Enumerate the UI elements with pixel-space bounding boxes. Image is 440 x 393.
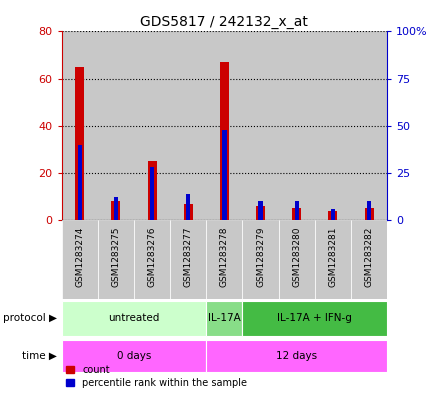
Bar [256,206,265,220]
Bar [62,220,98,299]
Text: untreated: untreated [108,313,160,323]
Bar [75,67,84,220]
Bar [365,208,374,220]
Text: protocol ▶: protocol ▶ [3,313,57,323]
Text: GSM1283282: GSM1283282 [365,226,374,287]
Text: GSM1283278: GSM1283278 [220,226,229,287]
Text: GSM1283281: GSM1283281 [328,226,337,287]
Text: IL-17A + IFN-g: IL-17A + IFN-g [277,313,352,323]
Bar [351,220,387,299]
Bar [279,31,315,220]
Bar [98,31,134,220]
Title: GDS5817 / 242132_x_at: GDS5817 / 242132_x_at [140,15,308,29]
Bar [315,31,351,220]
Bar [62,301,206,336]
Text: IL-17A: IL-17A [208,313,241,323]
Bar [258,201,263,220]
Text: GSM1283276: GSM1283276 [147,226,157,287]
Bar [98,220,134,299]
Bar [295,201,299,220]
Bar [134,220,170,299]
Bar [206,340,387,372]
Bar [242,31,279,220]
Text: 12 days: 12 days [276,351,317,361]
Bar [206,31,242,220]
Bar [220,62,229,220]
Text: GSM1283280: GSM1283280 [292,226,301,287]
Bar [279,220,315,299]
Bar [367,201,371,220]
Bar [134,31,170,220]
Bar [206,220,242,299]
Bar [62,340,206,372]
Bar [292,208,301,220]
Legend: count, percentile rank within the sample: count, percentile rank within the sample [66,365,247,388]
Text: time ▶: time ▶ [22,351,57,361]
Text: GSM1283279: GSM1283279 [256,226,265,287]
Text: GSM1283275: GSM1283275 [111,226,121,287]
Bar [222,130,227,220]
Bar [170,220,206,299]
Bar [150,167,154,220]
Bar [351,31,387,220]
Bar [184,204,193,220]
Bar [331,209,335,220]
Bar [242,220,279,299]
Bar [111,201,121,220]
Bar [328,211,337,220]
Bar [114,197,118,220]
Bar [77,145,82,220]
Text: 0 days: 0 days [117,351,151,361]
Bar [170,31,206,220]
Bar [62,31,98,220]
Bar [206,301,242,336]
Text: GSM1283277: GSM1283277 [184,226,193,287]
Bar [315,220,351,299]
Bar [186,194,191,220]
Text: GSM1283274: GSM1283274 [75,226,84,287]
Bar [242,301,387,336]
Bar [147,161,157,220]
